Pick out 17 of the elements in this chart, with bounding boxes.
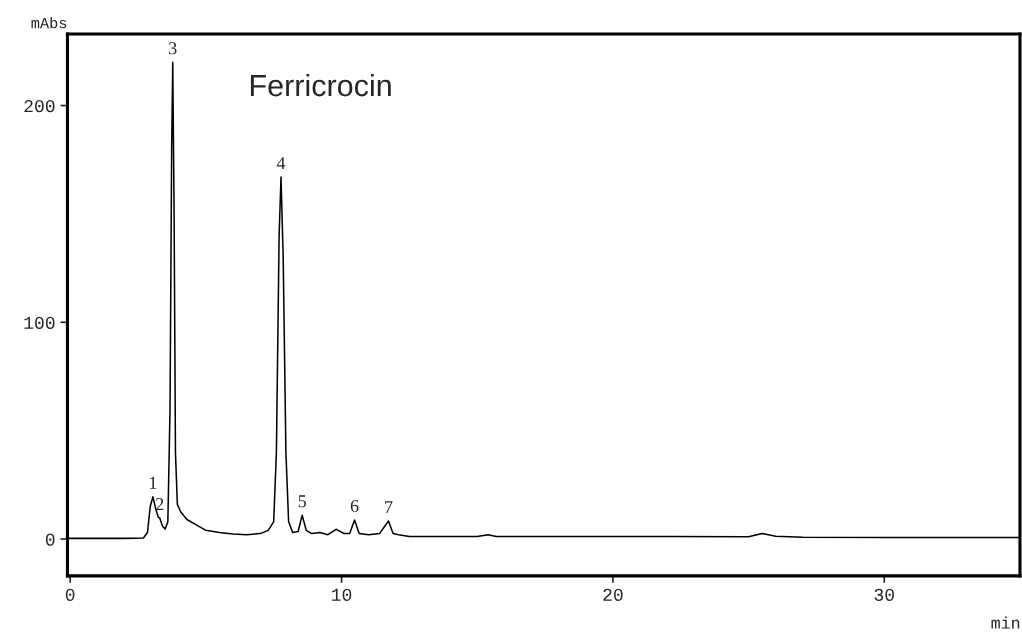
annotation: 4 [276, 157, 286, 170]
x-tick-label: 30 [874, 588, 894, 601]
x-axis-title: min [991, 616, 1020, 629]
y-tick-label: 200 [24, 100, 55, 113]
annotation: 1 [150, 476, 157, 489]
annotation: 3 [169, 42, 177, 55]
annotation: 6 [350, 499, 359, 513]
y-tick-label: 100 [24, 316, 55, 330]
annotation: 5 [298, 495, 306, 508]
x-tick-label: 10 [332, 588, 352, 601]
annotation: 2 [156, 498, 164, 510]
annotation: 7 [385, 501, 393, 514]
x-tick-label: 20 [603, 588, 623, 601]
y-tick-label: 0 [45, 533, 55, 546]
x-tick-label: 0 [65, 588, 75, 601]
text: Ferricrocin [250, 73, 391, 97]
y-axis-title: mAbs [31, 17, 67, 29]
